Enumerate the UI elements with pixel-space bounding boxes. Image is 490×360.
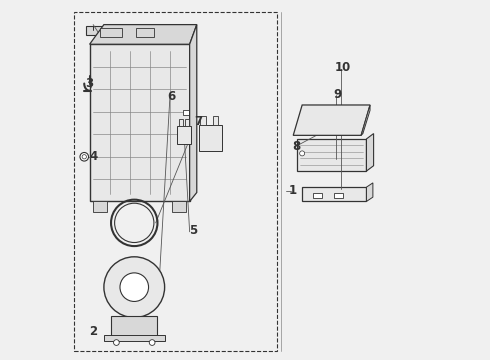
Polygon shape <box>293 105 370 135</box>
Text: 6: 6 <box>168 90 176 103</box>
Circle shape <box>300 151 305 156</box>
Polygon shape <box>190 24 197 202</box>
Text: 2: 2 <box>89 325 97 338</box>
Text: 5: 5 <box>189 224 197 237</box>
Polygon shape <box>361 105 370 135</box>
Polygon shape <box>90 24 197 44</box>
Bar <box>93 202 107 212</box>
Text: 3: 3 <box>86 77 94 90</box>
Circle shape <box>104 257 165 318</box>
Circle shape <box>149 340 155 345</box>
Bar <box>297 139 367 171</box>
Text: 8: 8 <box>293 140 301 153</box>
Bar <box>100 28 122 37</box>
Bar <box>74 12 277 351</box>
Polygon shape <box>367 134 373 171</box>
Bar <box>177 126 192 144</box>
Text: 10: 10 <box>335 61 351 74</box>
Bar <box>302 187 367 202</box>
Text: 7: 7 <box>195 114 203 127</box>
Text: 9: 9 <box>334 88 342 101</box>
Bar <box>136 28 154 37</box>
Bar <box>185 119 189 126</box>
Bar <box>179 119 183 126</box>
Bar <box>172 202 186 212</box>
Bar <box>90 44 190 202</box>
Bar <box>183 110 189 115</box>
Polygon shape <box>367 183 373 202</box>
Bar <box>198 125 222 152</box>
Bar <box>200 116 206 125</box>
Bar <box>334 193 343 198</box>
Bar <box>111 316 157 337</box>
Bar <box>213 116 218 125</box>
Circle shape <box>120 273 148 301</box>
Bar <box>104 336 165 341</box>
Bar <box>313 193 322 198</box>
Circle shape <box>80 153 89 161</box>
Circle shape <box>114 340 119 345</box>
Text: 1: 1 <box>289 184 297 197</box>
Bar <box>86 26 165 35</box>
Text: 4: 4 <box>89 150 98 163</box>
